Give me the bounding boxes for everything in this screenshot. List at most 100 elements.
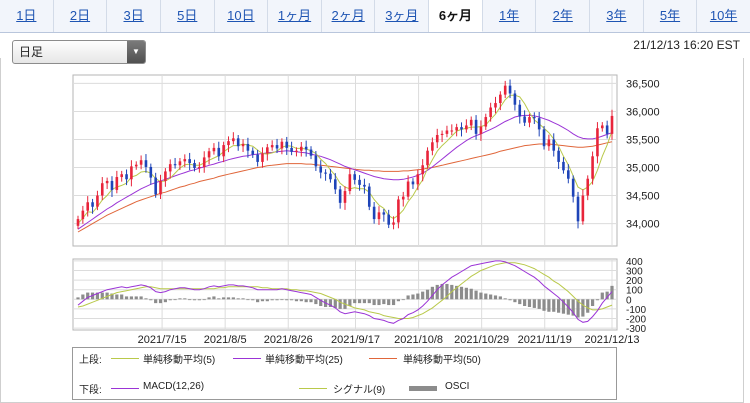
osci-bar	[571, 299, 575, 316]
tab-2-month[interactable]: 2ヶ月	[322, 0, 376, 32]
candle-body	[377, 212, 381, 220]
osci-bar	[586, 299, 590, 313]
candle-body	[270, 145, 274, 148]
price-y-tick-label: 34,500	[626, 191, 660, 203]
candle-body	[353, 174, 357, 180]
legend-sma50-swatch	[369, 358, 397, 359]
osci-bar	[590, 299, 595, 307]
candle-body	[479, 126, 483, 134]
candle-body	[149, 166, 153, 178]
legend-sma25-swatch	[233, 358, 261, 359]
price-panel	[72, 74, 618, 247]
osci-bar	[285, 299, 289, 301]
candle-body	[130, 166, 133, 180]
tab-3-month[interactable]: 3ヶ月	[375, 0, 430, 32]
candle-body	[523, 116, 526, 123]
candle-body	[586, 178, 590, 196]
candle-body	[596, 128, 599, 157]
candle-body	[372, 206, 376, 220]
signal-line	[77, 262, 613, 319]
osci-bar	[552, 299, 556, 312]
tab-1-day[interactable]: 1日	[0, 0, 54, 32]
osci-bar	[484, 293, 488, 300]
osci-bar	[280, 299, 284, 301]
osci-bar	[367, 299, 371, 304]
osci-bar	[154, 299, 158, 304]
candle-body	[518, 104, 522, 117]
osci-bar	[76, 297, 80, 300]
osci-bar	[290, 299, 294, 301]
candle-body	[537, 118, 541, 130]
legend-sma5-label: 単純移動平均(5)	[143, 355, 216, 366]
candle-body	[469, 119, 473, 126]
candle-body	[552, 139, 556, 151]
candle-body	[343, 191, 347, 203]
chart-type-value: 日足	[19, 45, 44, 59]
candle-body	[387, 214, 390, 225]
osci-bar	[178, 298, 182, 300]
oscillator-y-tick-label: -200	[626, 314, 646, 325]
osci-bar	[547, 299, 551, 312]
osci-bar	[523, 299, 527, 307]
candle-body	[557, 150, 560, 162]
tab-10-year[interactable]: 10年	[709, 8, 738, 23]
candle-body	[382, 212, 386, 215]
candle-body	[401, 196, 405, 200]
candle-body	[445, 130, 449, 134]
osci-bar	[357, 299, 362, 304]
legend-signal-swatch	[299, 388, 327, 389]
tab-1-month[interactable]: 1ヶ月	[268, 0, 322, 32]
osci-bar	[362, 299, 367, 304]
candle-body	[503, 85, 507, 95]
osci-bar	[610, 285, 614, 300]
tab-10-day[interactable]: 10日	[215, 0, 269, 32]
candle-body	[168, 164, 172, 172]
tab-1-year[interactable]: 1年	[483, 0, 537, 32]
chart-type-select[interactable]: 日足 ▼	[12, 40, 146, 64]
osci-bar	[270, 299, 274, 301]
candle-body	[193, 163, 196, 169]
tab-2-day[interactable]: 2日	[54, 0, 108, 32]
oscillator-y-tick-label: 0	[626, 295, 632, 306]
tab-5-year[interactable]: 5年	[644, 0, 698, 32]
tab-3-year[interactable]: 3年	[590, 0, 644, 32]
tab-3-day[interactable]: 3日	[107, 0, 161, 32]
candle-body	[139, 160, 143, 165]
osci-bar	[537, 299, 541, 309]
osci-bar	[600, 292, 604, 300]
candle-body	[300, 146, 303, 151]
candle-body	[547, 139, 551, 147]
price-y-tick-label: 35,000	[626, 163, 660, 175]
osci-bar	[348, 299, 352, 307]
candle-body	[435, 134, 439, 143]
tab-5-day[interactable]: 5日	[161, 0, 215, 32]
osci-bar	[435, 284, 439, 300]
legend-osci-label: OSCI	[445, 381, 470, 392]
osci-bar	[202, 299, 206, 301]
timestamp: 21/12/13 16:20 EST	[633, 38, 740, 52]
candle-body	[513, 93, 517, 105]
osci-bar	[479, 292, 483, 300]
sma50-line	[77, 141, 613, 233]
osci-bar	[212, 296, 216, 300]
oscillator-y-tick-label: 400	[626, 257, 643, 268]
candle-body	[198, 166, 201, 169]
chevron-down-icon[interactable]: ▼	[127, 41, 145, 63]
candle-body	[76, 219, 80, 226]
tab-2-year[interactable]: 2年	[536, 0, 591, 32]
osci-bar	[129, 296, 133, 300]
candle-body	[256, 154, 259, 162]
x-tick-label: 2021/11/19	[518, 334, 572, 346]
osci-bar	[110, 293, 114, 300]
osci-bar	[183, 298, 187, 300]
candle-body	[134, 164, 138, 167]
candle-body	[450, 130, 454, 132]
tab-6-month[interactable]: 6ヶ月	[429, 0, 483, 32]
candle-body	[81, 210, 85, 220]
osci-bar	[207, 297, 211, 300]
candle-body	[508, 85, 512, 94]
legend-sma25-label: 単純移動平均(25)	[265, 355, 343, 366]
osci-bar	[382, 299, 386, 305]
candle-body	[367, 186, 371, 207]
osci-bar	[387, 299, 391, 306]
